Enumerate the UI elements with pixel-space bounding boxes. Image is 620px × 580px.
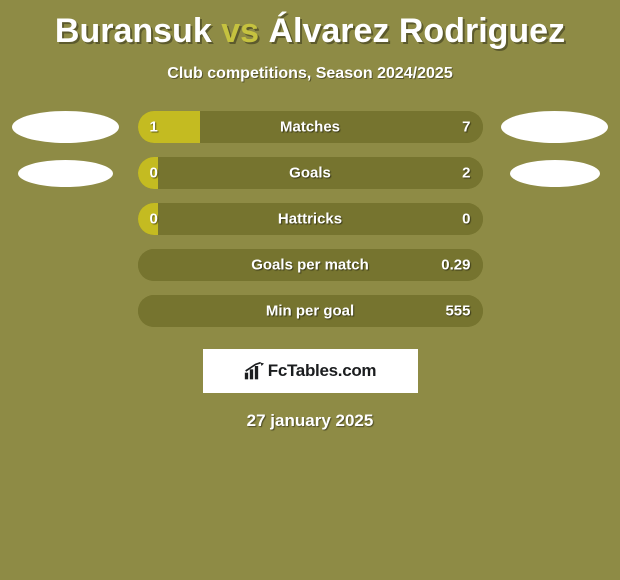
stat-rows: 1 7 Matches 0 2 Goals 0 0 Hattricks 0.29 Goals per… bbox=[0, 111, 620, 327]
left-pill-slot bbox=[8, 111, 124, 143]
bar-value-right: 0.29 bbox=[441, 257, 470, 274]
bar-fill-left bbox=[138, 111, 200, 143]
bar-label: Goals bbox=[289, 165, 331, 182]
left-pill bbox=[18, 160, 113, 187]
bar-value-left: 1 bbox=[150, 119, 158, 136]
bar-value-right: 555 bbox=[445, 303, 470, 320]
bar-label: Goals per match bbox=[251, 257, 369, 274]
bar-label: Hattricks bbox=[278, 211, 342, 228]
logo-text: FcTables.com bbox=[268, 361, 377, 381]
bar-fill-right bbox=[200, 111, 483, 143]
bar-value-left: 0 bbox=[150, 211, 158, 228]
bars-icon bbox=[244, 362, 264, 380]
left-pill bbox=[12, 111, 119, 143]
stat-bar: 1 7 Matches bbox=[138, 111, 483, 143]
stat-row: 1 7 Matches bbox=[0, 111, 620, 143]
stat-row: 0.29 Goals per match bbox=[0, 249, 620, 281]
page-title: Buransuk vs Álvarez Rodriguez bbox=[0, 0, 620, 51]
logo-box: FcTables.com bbox=[203, 349, 418, 393]
right-pill bbox=[510, 160, 600, 187]
title-vs: vs bbox=[221, 12, 259, 50]
subtitle: Club competitions, Season 2024/2025 bbox=[0, 65, 620, 83]
left-pill-slot bbox=[8, 160, 124, 187]
date: 27 january 2025 bbox=[0, 411, 620, 431]
bar-label: Matches bbox=[280, 119, 340, 136]
bar-value-left: 0 bbox=[150, 165, 158, 182]
title-player2: Álvarez Rodriguez bbox=[268, 12, 565, 50]
comparison-infographic: Buransuk vs Álvarez Rodriguez Club compe… bbox=[0, 0, 620, 580]
stat-bar: 0.29 Goals per match bbox=[138, 249, 483, 281]
right-pill-slot bbox=[497, 111, 613, 143]
stat-row: 555 Min per goal bbox=[0, 295, 620, 327]
stat-row: 0 0 Hattricks bbox=[0, 203, 620, 235]
right-pill bbox=[501, 111, 608, 143]
bar-value-right: 0 bbox=[462, 211, 470, 228]
stat-bar: 555 Min per goal bbox=[138, 295, 483, 327]
bar-value-right: 2 bbox=[462, 165, 470, 182]
title-player1: Buransuk bbox=[55, 12, 212, 50]
right-pill-slot bbox=[497, 160, 613, 187]
bar-value-right: 7 bbox=[462, 119, 470, 136]
stat-row: 0 2 Goals bbox=[0, 157, 620, 189]
stat-bar: 0 2 Goals bbox=[138, 157, 483, 189]
bar-label: Min per goal bbox=[266, 303, 354, 320]
stat-bar: 0 0 Hattricks bbox=[138, 203, 483, 235]
